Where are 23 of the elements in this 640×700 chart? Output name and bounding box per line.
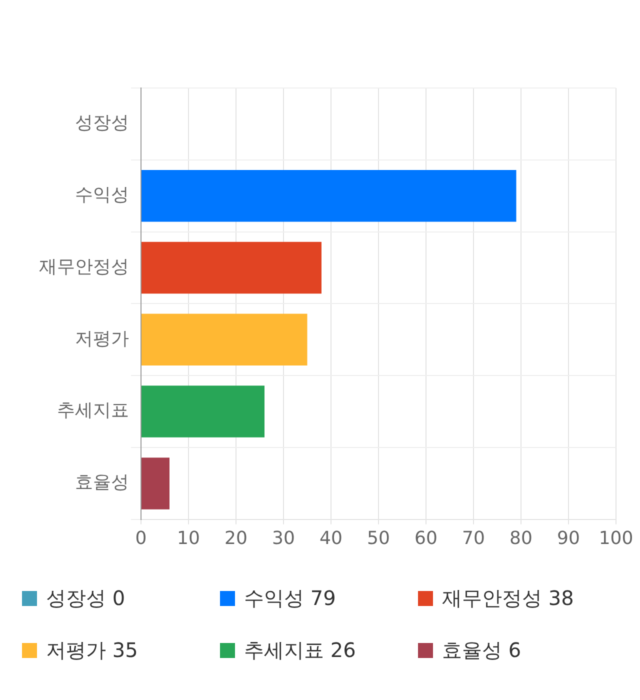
x-tick-label: 100 (598, 528, 634, 549)
x-tick-label: 50 (367, 528, 390, 549)
y-tick-label: 재무안정성 (39, 256, 129, 278)
legend-label: 재무안정성 38 (442, 584, 574, 612)
y-tick-label: 효율성 (75, 472, 129, 494)
y-tick-label: 추세지표 (57, 400, 129, 422)
legend-label: 수익성 79 (244, 584, 336, 612)
legend-label: 추세지표 26 (244, 636, 356, 664)
x-tick-label: 70 (462, 528, 485, 549)
x-tick-label: 20 (224, 528, 248, 549)
y-tick-label: 저평가 (75, 328, 129, 350)
x-tick-label: 90 (557, 528, 580, 549)
x-tick-label: 0 (135, 528, 147, 549)
legend-label: 저평가 35 (46, 636, 138, 664)
y-tick-label: 수익성 (75, 184, 129, 206)
x-tick-label: 80 (510, 528, 532, 549)
x-tick-label: 40 (320, 528, 342, 549)
x-tick-label: 10 (177, 528, 200, 549)
legend-label: 효율성 6 (442, 636, 522, 664)
x-tick-label: 30 (272, 528, 295, 549)
y-tick-label: 성장성 (75, 112, 129, 134)
x-tick-label: 60 (414, 528, 438, 549)
legend-label: 성장성 0 (46, 584, 126, 612)
